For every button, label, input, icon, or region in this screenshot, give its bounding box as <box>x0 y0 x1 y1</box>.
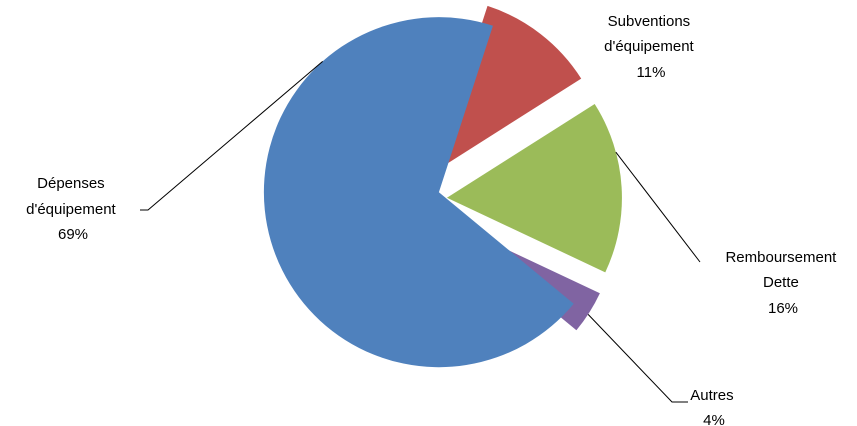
label-depenses: Dépenses d'équipement 69% <box>26 175 120 243</box>
label-autres-pct: 4% <box>703 412 725 426</box>
label-depenses-line2: d'équipement <box>26 201 116 218</box>
label-autres-line1: Autres <box>690 387 733 404</box>
label-subventions-line1: Subventions <box>608 13 691 30</box>
leader-autres <box>587 314 688 403</box>
slice-subventions <box>433 5 582 173</box>
label-remboursement-line2: Dette <box>763 274 799 291</box>
label-remboursement-pct: 16% <box>768 300 798 317</box>
pie-slices <box>263 5 622 368</box>
label-subventions-pct: 11% <box>637 64 666 81</box>
label-autres: Autres 4% <box>690 387 738 426</box>
label-depenses-pct: 69% <box>58 226 88 243</box>
leader-remboursement <box>615 151 701 263</box>
slice-remboursement <box>446 104 622 273</box>
label-remboursement-line1: Remboursement <box>725 249 837 266</box>
label-remboursement: Remboursement Dette 16% <box>725 249 840 317</box>
leader-lines <box>140 60 701 403</box>
label-subventions-line2: d'équipement <box>604 38 694 55</box>
leader-depenses <box>140 60 323 211</box>
label-depenses-line1: Dépenses <box>37 175 105 192</box>
label-subventions: Subventions d'équipement 11% <box>604 13 698 81</box>
slice-depenses <box>263 17 574 368</box>
